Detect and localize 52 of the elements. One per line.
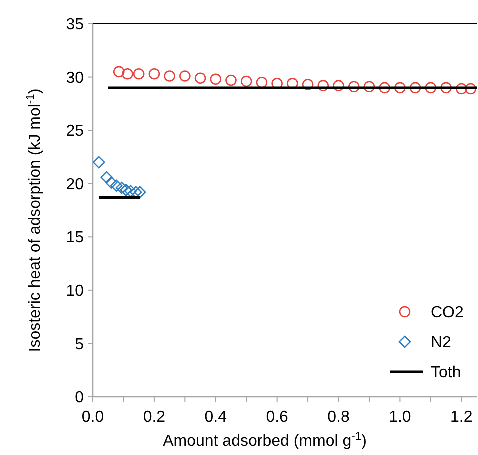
point bbox=[148, 68, 160, 80]
point bbox=[110, 180, 123, 192]
x-tick-label: 0.2 bbox=[143, 409, 166, 426]
y-tick-label: 0 bbox=[75, 390, 84, 407]
point bbox=[240, 76, 252, 88]
point bbox=[379, 82, 390, 94]
y-tick-label: 15 bbox=[66, 230, 84, 247]
point bbox=[134, 186, 146, 199]
point bbox=[92, 156, 106, 169]
point bbox=[410, 82, 422, 94]
point bbox=[456, 83, 468, 95]
point bbox=[348, 81, 360, 93]
point bbox=[122, 68, 134, 80]
point bbox=[256, 76, 268, 88]
legend-label: N2 bbox=[431, 334, 452, 352]
x-tick-label: 0.6 bbox=[266, 409, 289, 426]
point bbox=[364, 81, 376, 93]
point bbox=[440, 82, 452, 94]
point bbox=[318, 80, 330, 92]
legend-label: Toth bbox=[431, 364, 462, 382]
y-tick-label: 35 bbox=[66, 16, 84, 34]
y-tick-label: 25 bbox=[66, 123, 84, 140]
x-axis-title: Amount adsorbed (mmol g$^{-1}$) bbox=[163, 431, 367, 450]
y-tick-label: 20 bbox=[66, 176, 84, 194]
point bbox=[180, 70, 191, 82]
point bbox=[124, 185, 137, 198]
x-tick-label: 0.4 bbox=[204, 409, 228, 426]
y-tick-label: 10 bbox=[66, 283, 84, 300]
point bbox=[333, 80, 344, 92]
point bbox=[133, 68, 145, 80]
point bbox=[120, 184, 132, 196]
point bbox=[287, 78, 298, 90]
point bbox=[465, 83, 477, 95]
point bbox=[425, 82, 437, 94]
x-tick-label: 0.8 bbox=[328, 409, 350, 426]
point bbox=[394, 82, 406, 94]
y-tick-label: 30 bbox=[66, 70, 84, 87]
point bbox=[105, 176, 118, 189]
x-tick-label: 0.0 bbox=[82, 409, 104, 426]
x-tick-label: 1.2 bbox=[450, 409, 473, 426]
point bbox=[210, 74, 222, 86]
point bbox=[302, 79, 314, 90]
point bbox=[100, 171, 113, 184]
legend-label: CO2 bbox=[431, 304, 464, 322]
point bbox=[226, 74, 237, 86]
point bbox=[116, 182, 128, 194]
point bbox=[272, 78, 283, 90]
point bbox=[194, 72, 206, 84]
y-tick-label: 5 bbox=[75, 336, 84, 354]
point bbox=[164, 70, 176, 82]
point bbox=[113, 66, 125, 78]
x-tick-label: 1.0 bbox=[389, 409, 412, 426]
